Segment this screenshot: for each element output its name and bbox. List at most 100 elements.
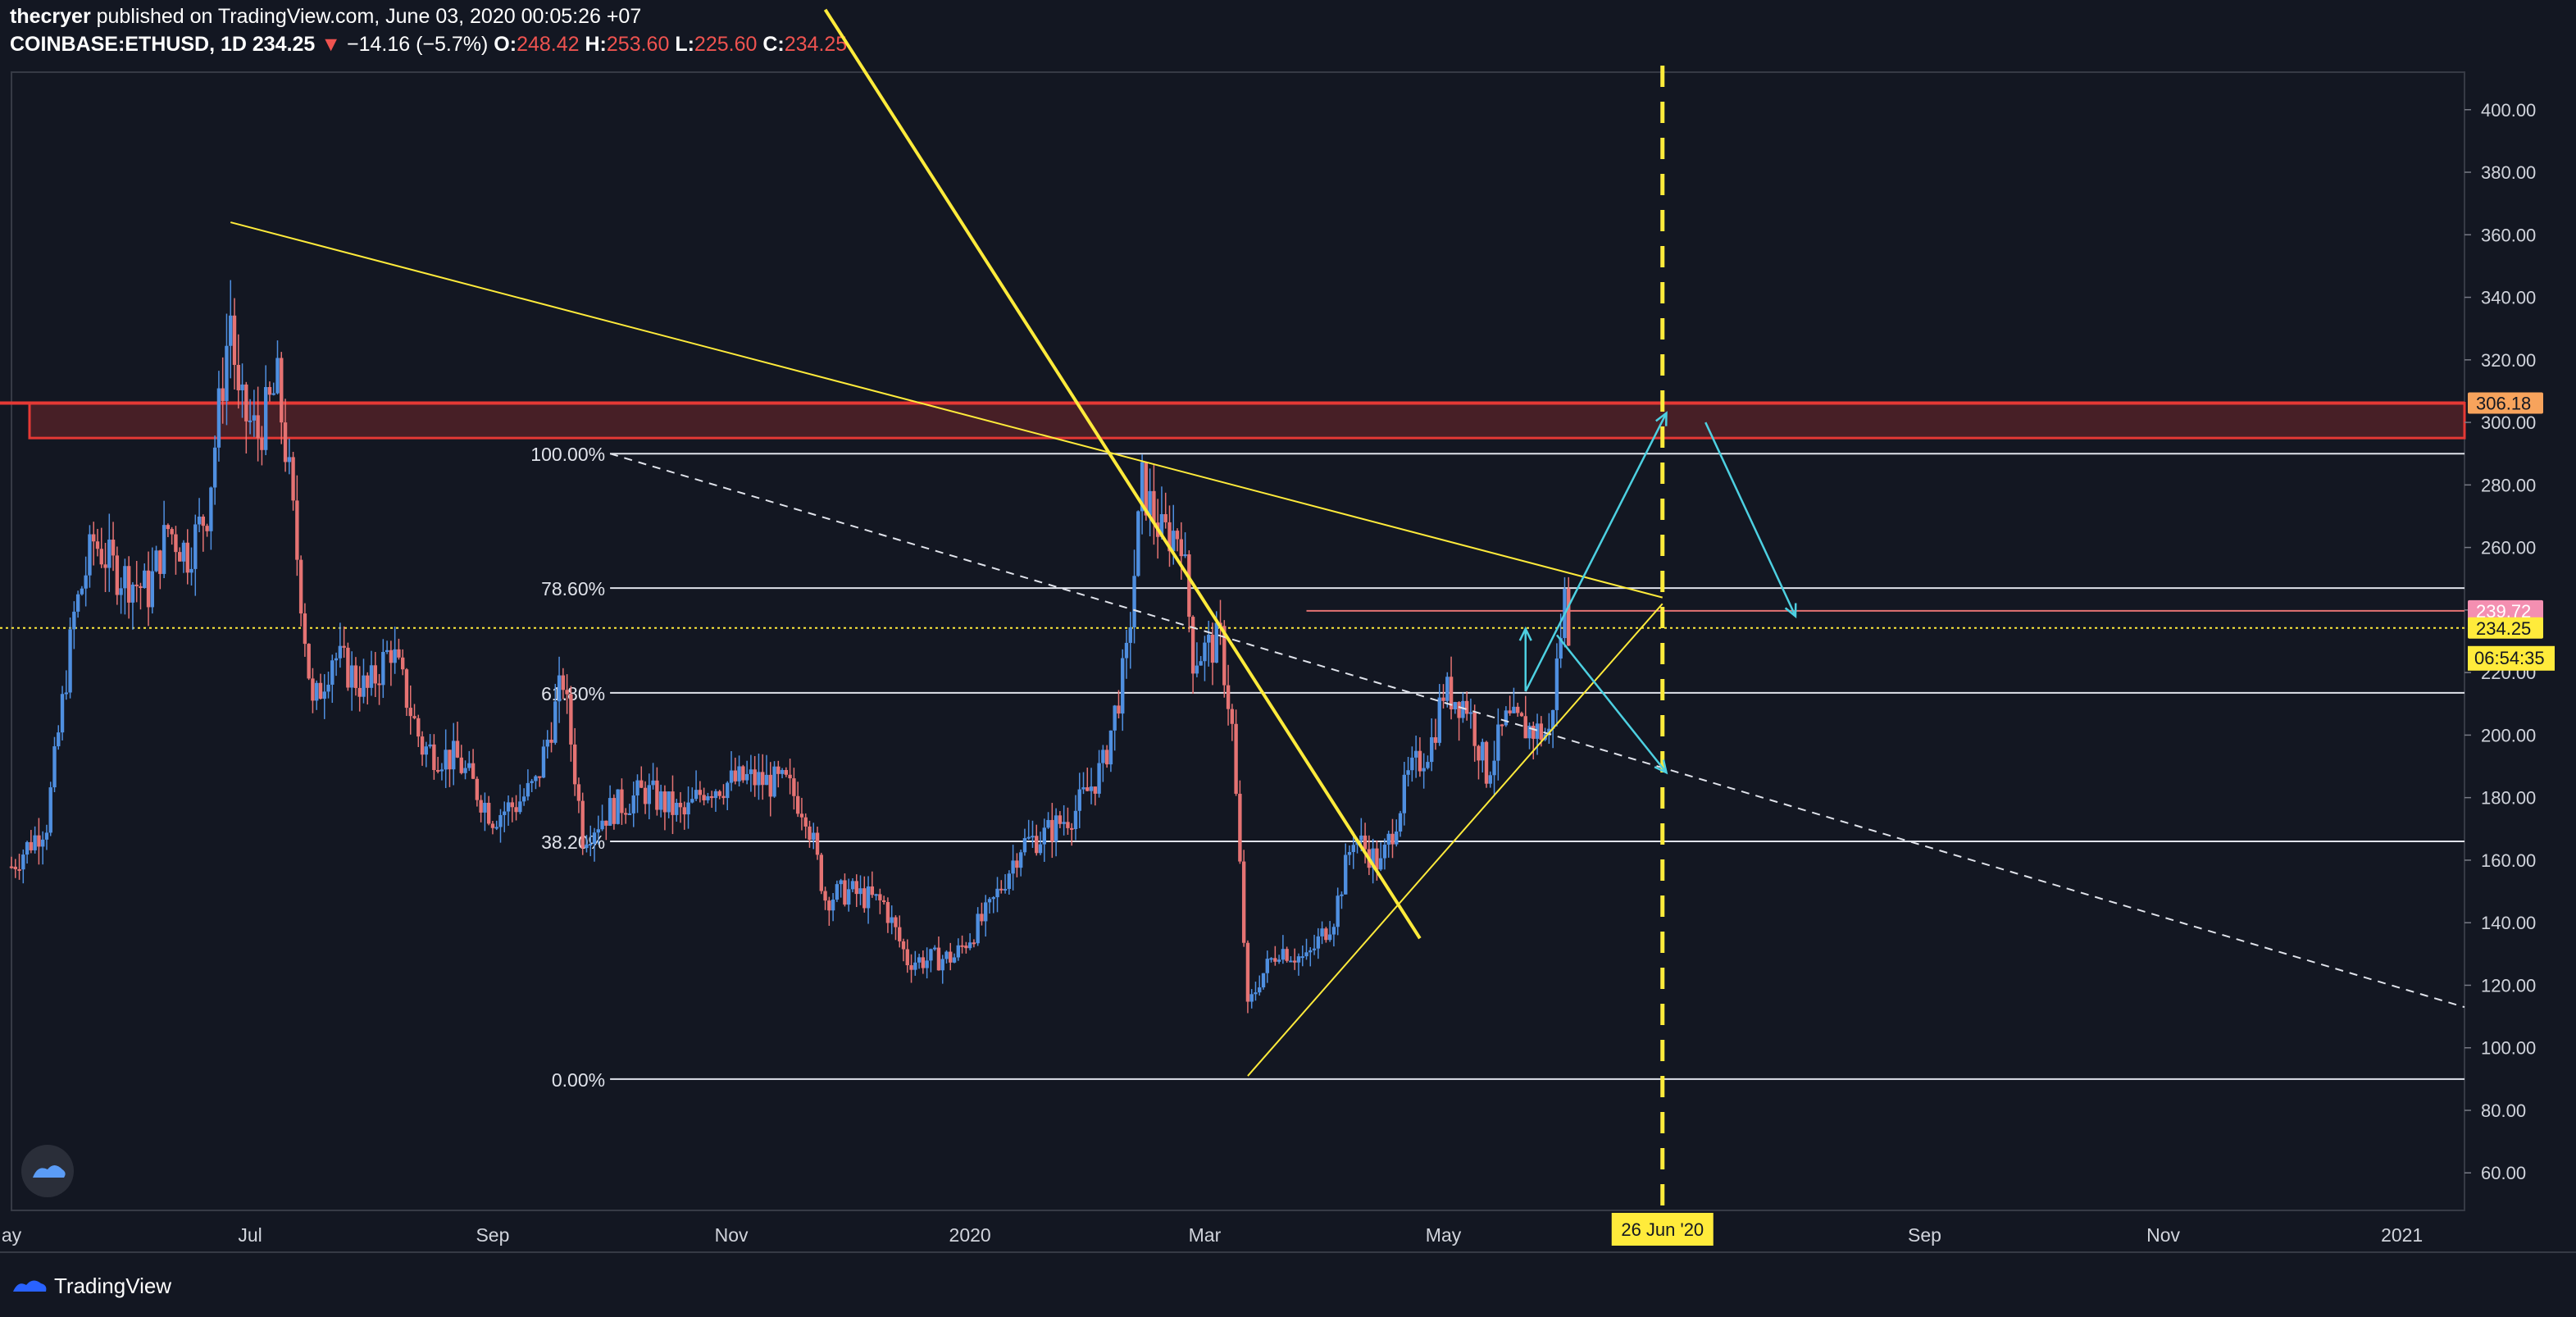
candle-body <box>1081 787 1085 790</box>
candle-body <box>940 959 944 971</box>
candle-body <box>921 957 926 968</box>
y-axis-tick-label: 160.00 <box>2481 850 2536 871</box>
candle-body <box>1121 658 1125 714</box>
candle-body <box>909 965 913 970</box>
candle-body <box>1550 709 1555 729</box>
high-value: 253.60 <box>606 33 670 56</box>
candle-body <box>1378 858 1383 870</box>
candle-body <box>506 802 511 812</box>
candle-body <box>1195 665 1199 674</box>
candle-body <box>1269 958 1273 960</box>
candle-body <box>514 807 518 813</box>
candle-body <box>393 649 397 663</box>
candle-body <box>631 795 635 813</box>
candle-body <box>1472 712 1477 746</box>
candle-body <box>1234 723 1238 794</box>
candle-body <box>322 691 326 700</box>
y-axis-tick-label: 260.00 <box>2481 538 2536 558</box>
candle-body <box>690 799 694 803</box>
tradingview-footer[interactable]: TradingView <box>11 1269 171 1302</box>
candle-body <box>991 897 995 900</box>
candle-body <box>303 613 307 645</box>
candle-body <box>1406 770 1410 775</box>
candle-body <box>553 701 558 743</box>
countdown-label: 06:54:35 <box>2474 648 2545 668</box>
date-marker-badge <box>1611 1213 1714 1246</box>
candle-body <box>111 540 116 556</box>
candle-body <box>377 683 381 686</box>
candle-body <box>404 669 409 709</box>
candle-body <box>702 795 706 800</box>
candle-body <box>761 772 765 786</box>
candle-body <box>1261 973 1266 988</box>
candle-body <box>808 826 812 841</box>
candle-body <box>1292 960 1297 963</box>
candle-body <box>1058 815 1063 824</box>
candle-body <box>600 820 604 830</box>
candle-body <box>1324 928 1328 941</box>
footer-brand: TradingView <box>54 1273 172 1298</box>
candle-body <box>1430 737 1434 763</box>
candle-body <box>846 889 851 905</box>
candle-body <box>1226 685 1231 709</box>
candle-body <box>596 829 600 833</box>
candle-body <box>75 594 80 612</box>
candle-body <box>1179 539 1184 557</box>
candle-body <box>1175 531 1180 540</box>
trendline <box>609 453 2465 1009</box>
candle-body <box>483 802 487 813</box>
candle-body <box>1359 835 1363 841</box>
candle-body <box>518 801 522 813</box>
candle-body <box>52 746 57 788</box>
candle-body <box>1351 845 1355 853</box>
candle-body <box>612 798 617 824</box>
published-text: published on TradingView.com, June 03, 2… <box>90 5 642 28</box>
candle-body <box>271 393 275 395</box>
candle-body <box>17 868 21 871</box>
candle-body <box>1567 588 1571 646</box>
candle-body <box>972 942 976 945</box>
candle-body <box>1003 888 1008 891</box>
candle-body <box>330 660 335 685</box>
trendline <box>1247 603 1663 1077</box>
candle-body <box>1273 958 1277 962</box>
candle-body <box>952 957 957 963</box>
candle-body <box>726 782 730 799</box>
candle-body <box>949 951 953 963</box>
candle-body <box>850 881 855 890</box>
candle-body <box>1402 774 1407 813</box>
candle-body <box>346 647 350 688</box>
low-value: 225.60 <box>694 33 758 56</box>
candle-body <box>885 901 890 923</box>
candle-body <box>569 694 573 745</box>
candle-body <box>521 796 526 802</box>
candle-body <box>366 675 370 688</box>
candle-body <box>221 388 225 401</box>
candle-body <box>37 835 41 847</box>
candle-body <box>342 645 346 648</box>
candle-body <box>498 814 503 827</box>
candle-body <box>174 534 178 553</box>
axis-price-badge <box>2468 392 2543 414</box>
candle-body <box>57 732 61 747</box>
ohlc-legend: COINBASE:ETHUSD, 1D 234.25 ▼ −14.16 (−5.… <box>10 33 847 57</box>
candle-body <box>205 526 209 531</box>
candle-body <box>792 778 796 796</box>
x-axis-tick-label: Nov <box>715 1224 749 1246</box>
symbol-label: COINBASE:ETHUSD, 1D <box>10 33 247 56</box>
candle-body <box>471 763 476 779</box>
candle-body <box>1054 815 1058 842</box>
watermark-cloud-icon <box>33 1165 66 1178</box>
candle-body <box>373 665 377 684</box>
candle-body <box>1281 949 1286 960</box>
candle-body <box>1527 726 1531 739</box>
candle-body <box>1547 728 1551 735</box>
candle-body <box>353 665 358 688</box>
candle-body <box>1159 514 1164 537</box>
candle-body <box>1308 950 1313 953</box>
candle-body <box>252 415 257 421</box>
candle-body <box>448 750 452 770</box>
candle-body <box>1316 936 1321 949</box>
candle-body <box>1199 661 1203 666</box>
